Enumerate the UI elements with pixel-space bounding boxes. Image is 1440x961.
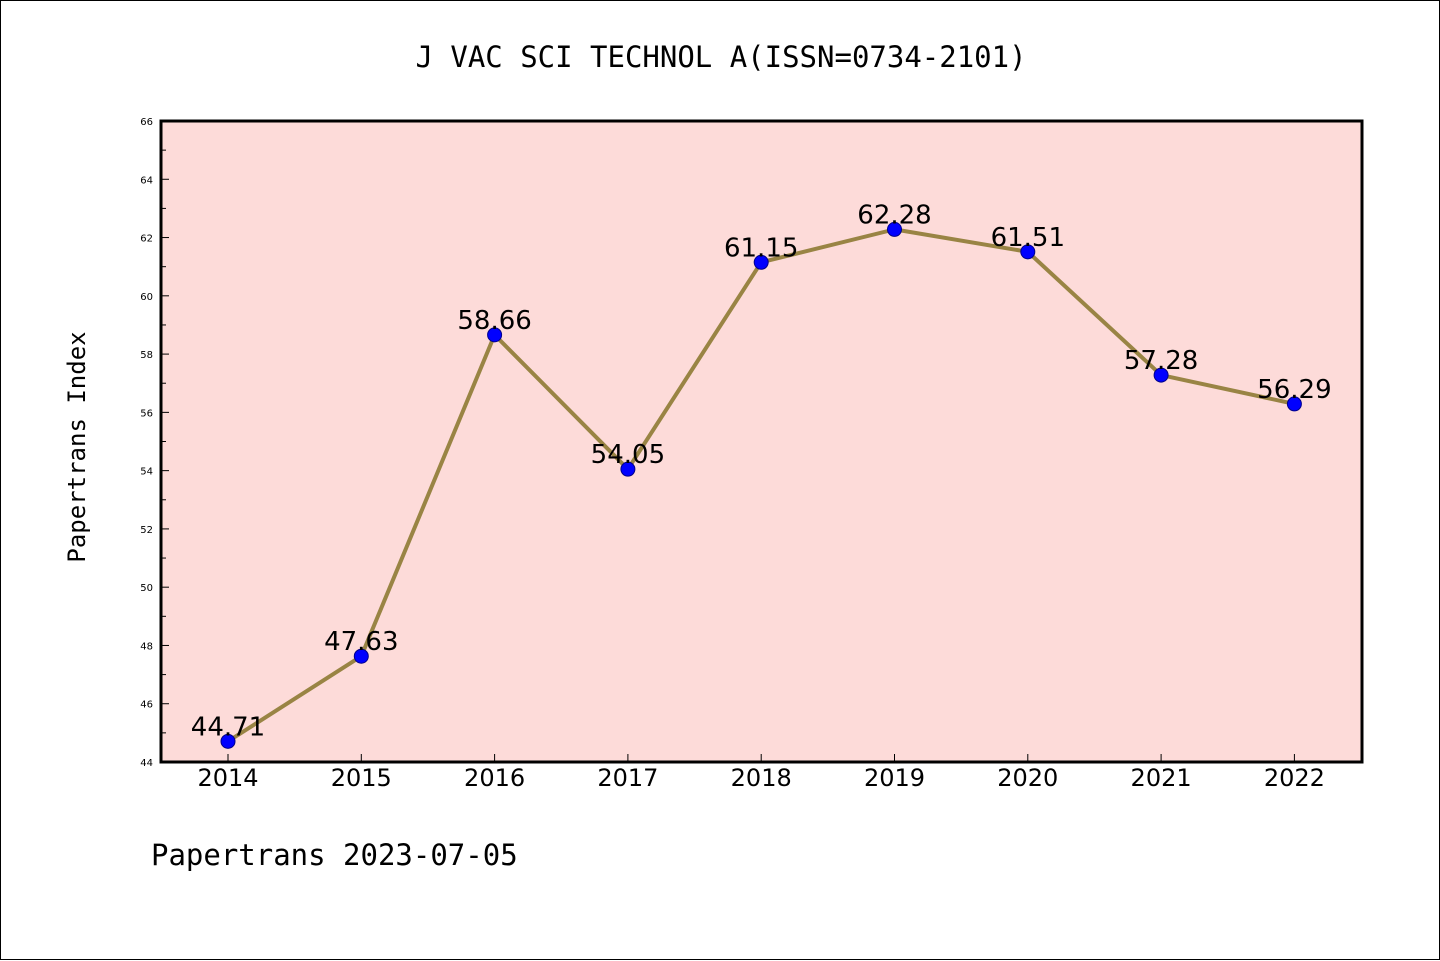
data-point: [1153, 367, 1169, 383]
y-tick-label: 50: [140, 583, 153, 594]
x-tick-label: 2016: [464, 764, 525, 792]
plot-border: [159, 119, 1364, 764]
data-label: 44.71: [191, 712, 265, 742]
y-axis-label: Papertrans Index: [63, 331, 91, 562]
data-point: [1020, 244, 1036, 260]
data-point: [1286, 396, 1302, 412]
data-label: 56.29: [1257, 375, 1331, 405]
footer-text: Papertrans 2023-07-05: [151, 838, 518, 872]
data-point: [220, 733, 236, 749]
x-tick-label: 2019: [864, 764, 925, 792]
data-point: [620, 461, 636, 477]
plot-background: [161, 121, 1362, 762]
data-label: 61.15: [724, 233, 798, 263]
data-point: [353, 648, 369, 664]
x-tick-label: 2020: [997, 764, 1058, 792]
y-tick-label: 52: [140, 525, 153, 536]
y-tick-label: 62: [140, 234, 153, 245]
y-tick-label: 44: [140, 758, 153, 769]
y-tick-label: 64: [140, 175, 153, 186]
y-tick-label: 48: [140, 641, 153, 652]
data-point: [887, 221, 902, 237]
x-tick-label: 2014: [197, 764, 258, 792]
x-tick-label: 2017: [597, 764, 658, 792]
data-point: [753, 254, 769, 270]
y-tick-label: 58: [140, 350, 153, 361]
x-tick-label: 2018: [731, 764, 792, 792]
y-tick-label: 66: [140, 117, 153, 128]
x-tick-label: 2022: [1264, 764, 1325, 792]
x-tick-label: 2021: [1131, 764, 1192, 792]
y-tick-label: 60: [140, 292, 153, 303]
y-tick-label: 54: [140, 467, 153, 478]
data-label: 62.28: [857, 200, 931, 230]
plot-area: 44 46 48 50 52 54 56 58 60 62 64 66 2014 2015 2016 2017…: [140, 117, 1364, 792]
data-point: [487, 327, 503, 343]
data-label: 47.63: [324, 627, 398, 657]
chart-title: J VAC SCI TECHNOL A(ISSN=0734-2101): [415, 40, 1026, 74]
y-tick-label: 56: [140, 408, 153, 419]
x-tick-label: 2015: [331, 764, 392, 792]
data-label: 54.05: [591, 440, 665, 470]
data-label: 58.66: [457, 306, 531, 336]
data-label: 61.51: [991, 223, 1065, 253]
y-tick-label: 46: [140, 700, 153, 711]
data-label: 57.28: [1124, 346, 1198, 376]
